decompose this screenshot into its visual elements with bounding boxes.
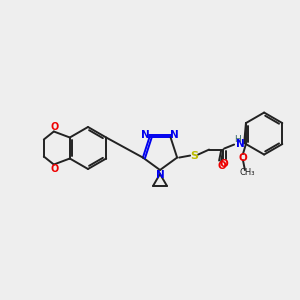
Text: N: N [170,130,179,140]
Text: O: O [218,160,226,171]
Text: N: N [156,170,164,180]
Text: O: O [238,153,247,163]
Text: S: S [190,151,198,160]
Text: O: O [220,159,229,169]
Text: N: N [236,139,244,148]
Text: O: O [51,164,59,175]
Text: H: H [234,135,241,144]
Text: CH₃: CH₃ [239,168,255,177]
Text: N: N [141,130,150,140]
Text: O: O [51,122,59,131]
